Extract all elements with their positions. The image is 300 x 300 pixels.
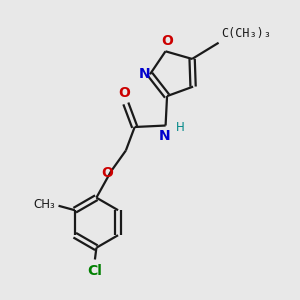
Text: O: O [161,34,173,48]
Text: N: N [158,129,170,143]
Text: CH₃: CH₃ [34,198,56,211]
Text: O: O [101,166,112,180]
Text: N: N [139,67,151,81]
Text: O: O [118,86,130,100]
Text: Cl: Cl [88,264,102,278]
Text: H: H [176,121,184,134]
Text: C(CH₃)₃: C(CH₃)₃ [221,27,271,40]
